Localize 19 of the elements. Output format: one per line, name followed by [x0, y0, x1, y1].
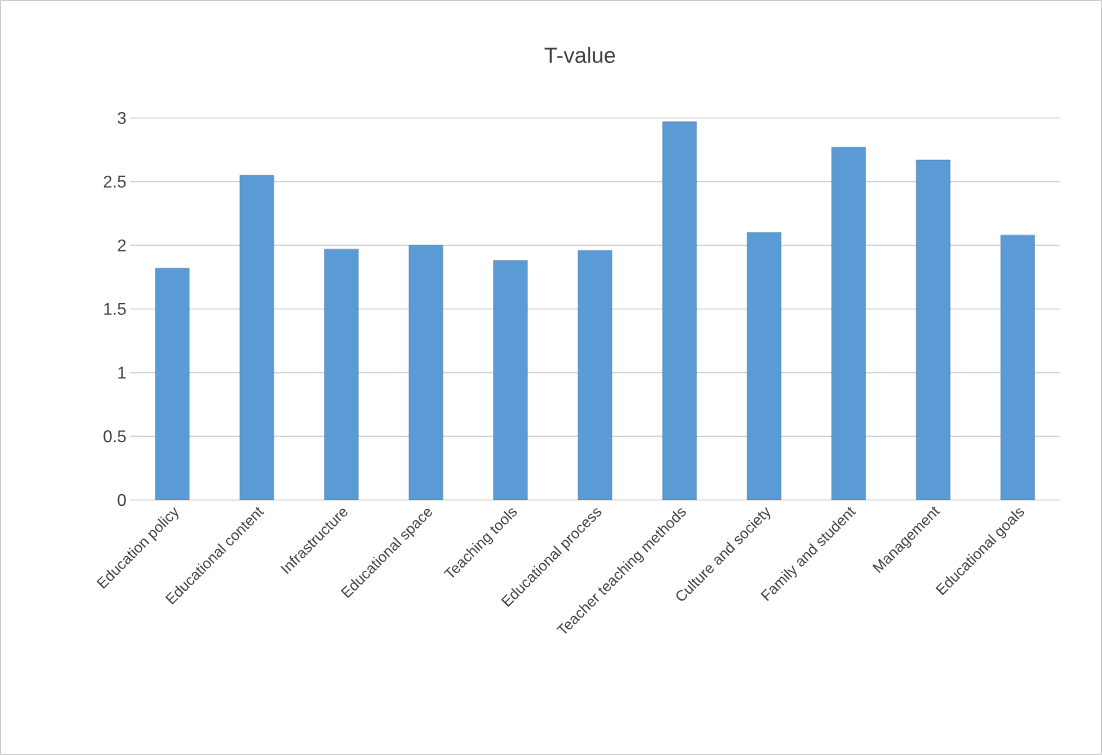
y-tick-label: 0.5: [103, 430, 126, 443]
bar: [662, 121, 697, 500]
bar: [916, 159, 951, 500]
y-tick-label: 3: [117, 111, 126, 124]
y-tick-label: 1: [118, 366, 126, 379]
bar: [1000, 234, 1035, 500]
bar: [324, 248, 359, 500]
bar: [831, 147, 866, 500]
bar: [493, 260, 528, 500]
chart-title: T-value: [544, 46, 615, 64]
bar: [155, 268, 190, 500]
y-tick-label: 2.5: [103, 175, 126, 188]
y-tick-label: 2: [117, 239, 126, 252]
bar: [408, 245, 444, 500]
bar: [239, 175, 274, 500]
y-tick-label: 1.5: [104, 303, 126, 315]
bar: [746, 232, 782, 500]
y-tick-label: 0: [117, 493, 126, 506]
bar: [577, 250, 613, 500]
